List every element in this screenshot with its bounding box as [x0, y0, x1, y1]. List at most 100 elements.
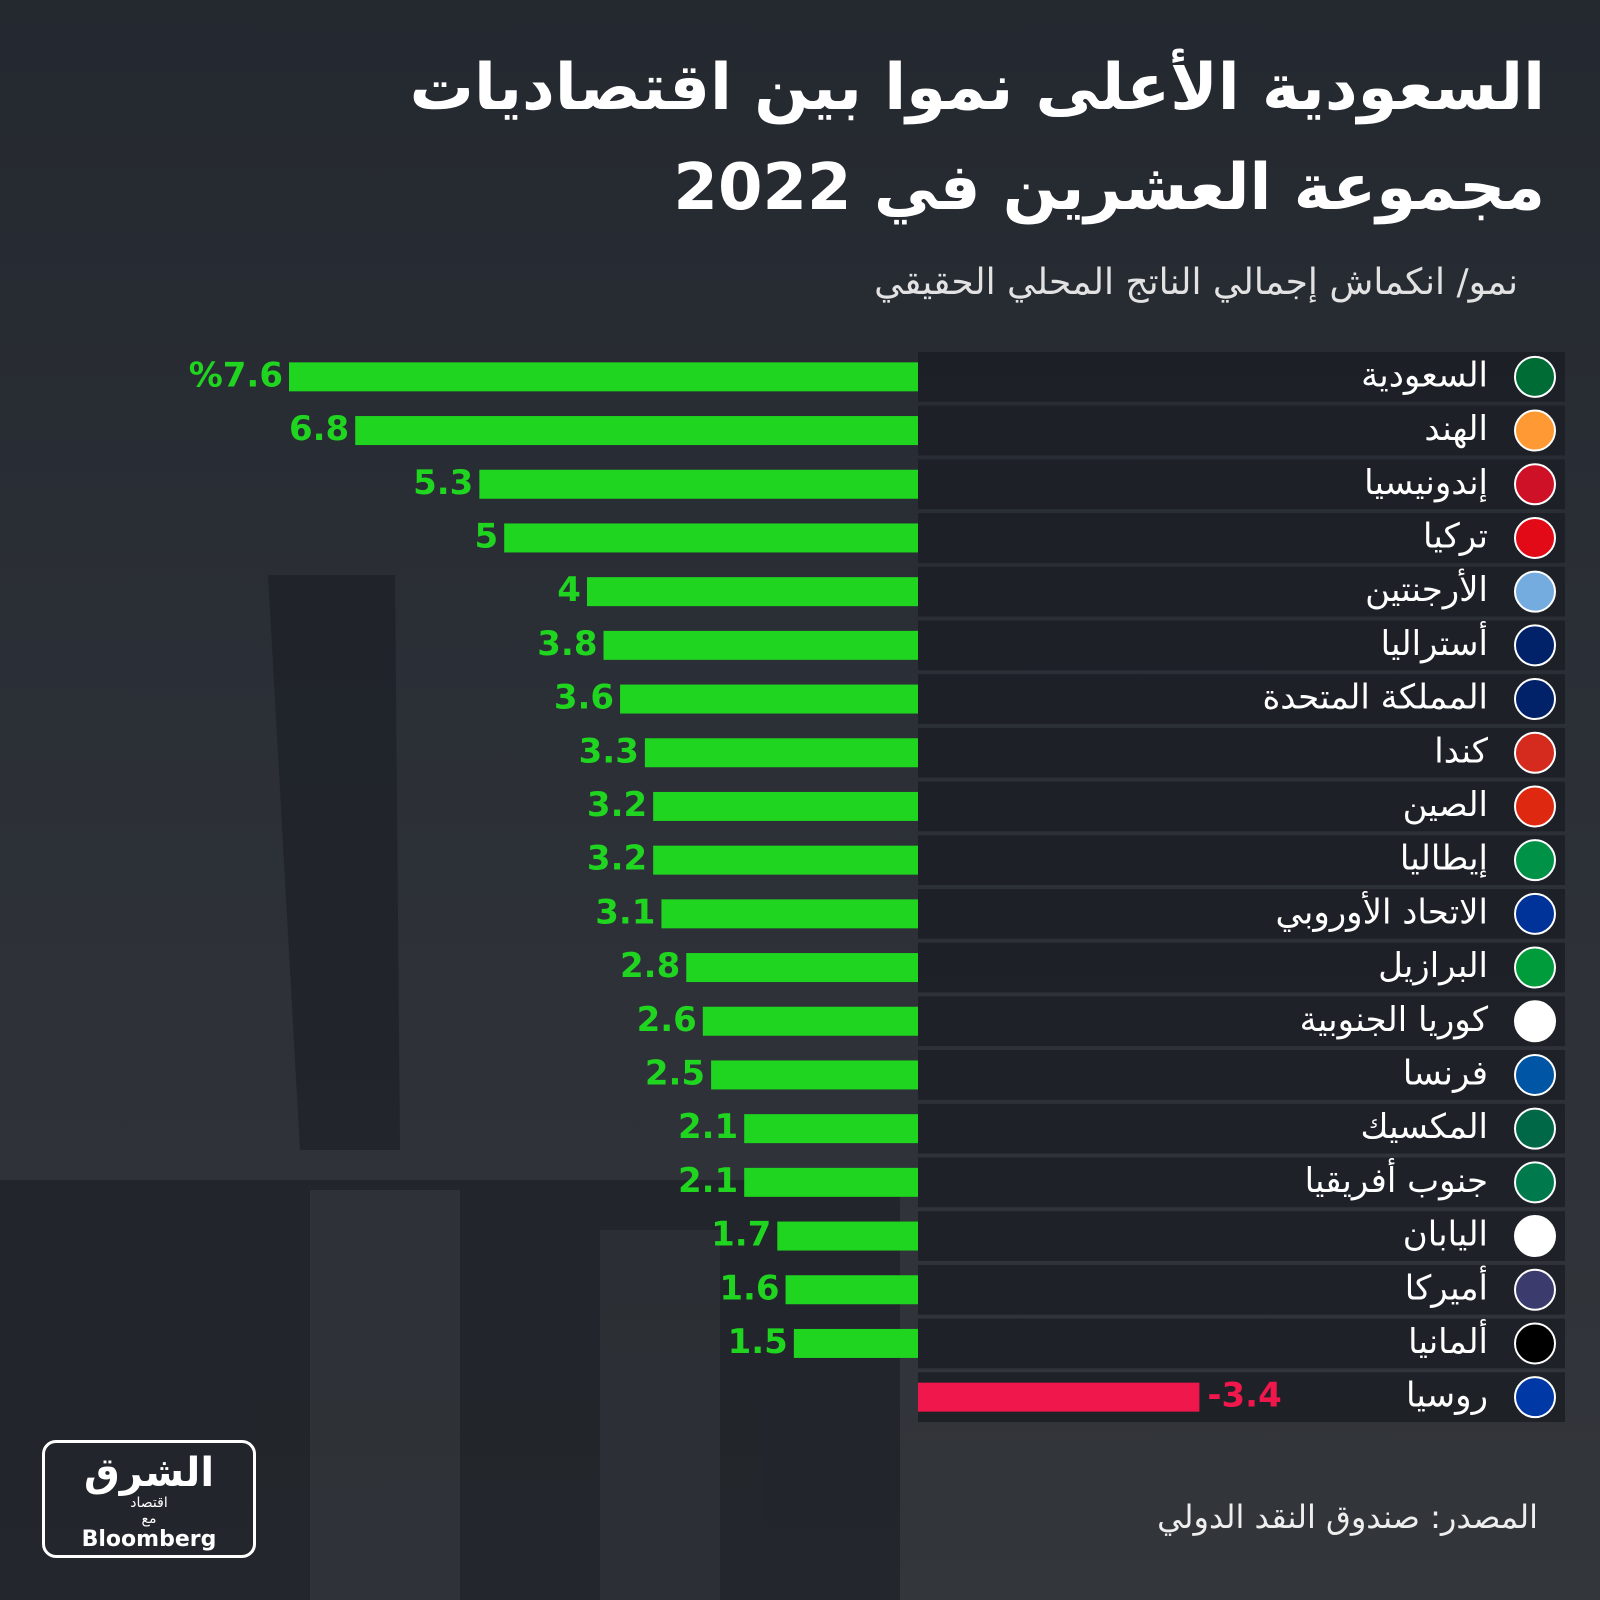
bar [289, 362, 918, 392]
value-label: -3.4 [1207, 1376, 1281, 1416]
bar [793, 1328, 918, 1358]
value-label: 2.8 [620, 946, 680, 986]
category-label: جنوب أفريقيا [1305, 1158, 1488, 1201]
logo-name: الشرق [83, 1450, 215, 1496]
flag [1514, 463, 1556, 506]
category-label: الاتحاد الأوروبي [1276, 890, 1488, 932]
row-band [918, 1157, 1565, 1208]
bar [686, 953, 918, 983]
tower [268, 575, 400, 1150]
category-label: اليابان [1403, 1215, 1488, 1255]
value-label: 3.2 [587, 785, 647, 825]
logo-with: مع [141, 1511, 157, 1527]
row-band [918, 459, 1565, 510]
flag [1514, 892, 1556, 935]
flag [1514, 516, 1556, 559]
value-label: 1.5 [728, 1322, 788, 1362]
flag [1514, 785, 1556, 828]
bar [504, 523, 918, 553]
bar [479, 469, 918, 499]
category-label: السعودية [1361, 355, 1488, 395]
value-label: 2.6 [637, 1000, 697, 1040]
category-label: الهند [1424, 409, 1488, 449]
bar [744, 1114, 918, 1144]
row-band [918, 1211, 1565, 1261]
row-band [918, 835, 1565, 885]
value-label: 5.3 [413, 463, 473, 503]
flag [1514, 570, 1556, 613]
flag [1514, 1215, 1556, 1258]
category-label: المكسيك [1361, 1107, 1488, 1147]
value-label: 5 [475, 516, 499, 556]
flag [1514, 1322, 1556, 1365]
row-band [918, 1264, 1565, 1315]
value-label: %7.6 [189, 355, 283, 395]
category-label: المملكة المتحدة [1262, 678, 1488, 718]
value-label: 3.8 [537, 624, 597, 664]
category-label: إيطاليا [1400, 839, 1488, 879]
logo: الشرق اقتصاد مع Bloomberg [42, 1440, 256, 1558]
logo-partner: Bloomberg [81, 1527, 217, 1552]
bar [785, 1275, 918, 1305]
category-label: كندا [1434, 731, 1489, 771]
flag [1514, 1000, 1556, 1043]
flag [1514, 839, 1556, 882]
row-band [918, 352, 1565, 402]
bar [644, 738, 918, 768]
row-band [918, 674, 1565, 724]
row-band [918, 996, 1565, 1047]
value-label: 1.6 [719, 1268, 779, 1308]
flag [1514, 1107, 1556, 1150]
category-label: تركيا [1423, 516, 1488, 556]
building [600, 1230, 720, 1600]
value-label: 2.1 [678, 1161, 738, 1201]
row-band [918, 781, 1565, 832]
flag [1514, 946, 1556, 989]
value-label: 3.2 [587, 839, 647, 879]
row-band [918, 1050, 1565, 1100]
category-label: ألمانيا [1408, 1319, 1488, 1362]
category-label: أميركا [1405, 1265, 1488, 1308]
flag [1514, 409, 1556, 452]
plot: السعودية %7.6 الهند 6.8 إندونيسيا 5.3 تركيا 5 ال… [189, 352, 1565, 1422]
flag [1514, 1161, 1556, 1204]
bar [711, 1060, 918, 1090]
row-band [918, 405, 1565, 456]
row-band [918, 727, 1565, 778]
category-label: كوريا الجنوبية [1300, 1000, 1489, 1040]
value-label: 1.7 [711, 1215, 771, 1255]
bar [744, 1167, 918, 1197]
row-band [918, 889, 1565, 939]
flag [1514, 1268, 1556, 1311]
row-band [918, 1103, 1565, 1154]
row-band [918, 620, 1565, 671]
category-label: فرنسا [1403, 1053, 1488, 1093]
bar [620, 684, 918, 714]
row-band [918, 942, 1565, 993]
row-band [918, 513, 1565, 563]
skyline [0, 575, 900, 1600]
bar [777, 1221, 918, 1251]
bar [355, 416, 918, 446]
category-label: إندونيسيا [1364, 463, 1488, 503]
source: المصدر: صندوق النقد الدولي [1157, 1498, 1538, 1536]
category-label: أستراليا [1381, 621, 1488, 664]
value-label: 3.3 [579, 731, 639, 771]
flag [1514, 1053, 1556, 1096]
value-label: 3.1 [595, 892, 655, 932]
logo-section: اقتصاد [130, 1495, 168, 1511]
chart-subtitle: نمو/ انكماش إجمالي الناتج المحلي الحقيقي [874, 262, 1518, 303]
flag [1514, 624, 1556, 667]
value-label: 2.5 [645, 1053, 705, 1093]
flag [1514, 355, 1556, 398]
category-label: الأرجنتين [1365, 568, 1488, 610]
value-label: 3.6 [554, 678, 614, 718]
bar [653, 791, 918, 821]
bar [702, 1006, 918, 1036]
bar [653, 845, 918, 875]
category-label: الصين [1403, 785, 1488, 825]
flag [1514, 678, 1556, 721]
